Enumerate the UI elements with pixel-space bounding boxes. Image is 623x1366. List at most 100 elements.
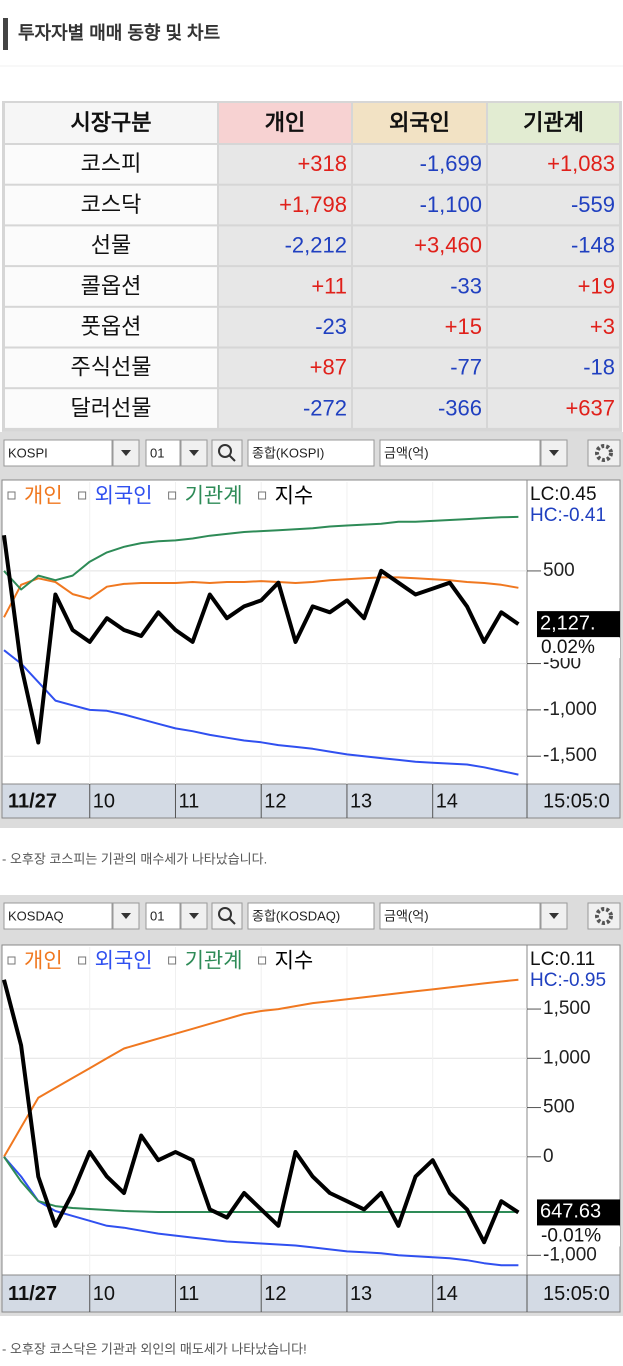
net-amount: +637 bbox=[565, 395, 615, 420]
market-select-box[interactable] bbox=[3, 902, 113, 930]
table-cell bbox=[488, 145, 619, 184]
series-line bbox=[3, 515, 519, 591]
x-tick-label: 14 bbox=[436, 790, 458, 812]
market-name: 풋옵션 bbox=[81, 314, 142, 339]
header-cell bbox=[219, 103, 351, 143]
last-value-box bbox=[537, 611, 620, 638]
legend-label: 지수 bbox=[275, 950, 314, 973]
hc-label: HC:-0.41 bbox=[530, 505, 606, 526]
legend-swatch bbox=[258, 491, 267, 500]
search-icon bbox=[228, 917, 236, 925]
net-amount: +15 bbox=[445, 314, 482, 339]
x-tick-label: 10 bbox=[93, 1283, 115, 1305]
table-cell bbox=[353, 267, 486, 306]
last-value: 647.63 bbox=[540, 1201, 601, 1223]
table-cell bbox=[353, 185, 486, 225]
dropdown-arrow bbox=[549, 913, 559, 919]
dropdown-button[interactable] bbox=[180, 902, 208, 930]
y-tick-label: -1,500 bbox=[543, 745, 597, 766]
dropdown-arrow bbox=[549, 450, 559, 456]
y-tick-label: 500 bbox=[543, 560, 575, 581]
period-select-box[interactable] bbox=[145, 439, 181, 467]
table-cell bbox=[219, 348, 351, 388]
change-label: -0.01% bbox=[541, 1225, 601, 1246]
market-select: KOSPI bbox=[8, 445, 48, 460]
net-amount: -33 bbox=[450, 273, 482, 298]
y-tick-label: -1,000 bbox=[543, 1244, 597, 1265]
last-value: 2,127. bbox=[540, 612, 596, 634]
title-marker bbox=[3, 18, 8, 50]
column-header: 개인 bbox=[265, 110, 305, 135]
table-cell bbox=[488, 307, 619, 347]
settings-button[interactable] bbox=[587, 439, 621, 467]
net-amount: -1,100 bbox=[420, 192, 482, 217]
settings-button[interactable] bbox=[587, 902, 621, 930]
plot-area bbox=[1, 944, 621, 1276]
dropdown-arrow bbox=[121, 913, 131, 919]
plot-area bbox=[1, 479, 621, 785]
unit-select-box[interactable] bbox=[379, 902, 541, 930]
table-cell bbox=[488, 267, 619, 306]
table-cell bbox=[488, 226, 619, 266]
date-label: 11/27 bbox=[8, 790, 57, 812]
legend-label: 기관계 bbox=[185, 485, 243, 508]
table-cell bbox=[219, 145, 351, 184]
hc-label: HC:-0.95 bbox=[530, 970, 606, 991]
legend-label: 기관계 bbox=[185, 950, 243, 973]
series-line bbox=[2, 535, 520, 745]
market-select: KOSDAQ bbox=[8, 908, 64, 923]
search-icon bbox=[218, 907, 232, 921]
unit-select-box[interactable] bbox=[379, 439, 541, 467]
net-amount: -77 bbox=[450, 355, 482, 380]
y-tick-label: 1,500 bbox=[543, 998, 591, 1019]
unit-select: 금액(억) bbox=[384, 908, 429, 923]
market-name: 코스피 bbox=[81, 151, 142, 176]
net-amount: -366 bbox=[438, 395, 482, 420]
search-icon bbox=[218, 444, 232, 458]
net-amount: -559 bbox=[571, 192, 615, 217]
index-select: 종합(KOSDAQ) bbox=[252, 908, 340, 923]
net-amount: +1,798 bbox=[279, 192, 347, 217]
dropdown-arrow bbox=[189, 913, 199, 919]
net-amount: -1,699 bbox=[420, 151, 482, 176]
period-select-box[interactable] bbox=[145, 902, 181, 930]
legend-swatch bbox=[78, 956, 87, 965]
x-tick-label: 12 bbox=[264, 790, 286, 812]
table-cell bbox=[353, 145, 486, 184]
net-amount: -23 bbox=[315, 314, 347, 339]
net-amount: -2,212 bbox=[285, 233, 347, 258]
table-cell bbox=[488, 389, 619, 428]
legend-swatch bbox=[168, 491, 177, 500]
y-tick-label: -1,000 bbox=[543, 699, 597, 720]
market-name: 달러선물 bbox=[71, 395, 152, 420]
index-select-box[interactable] bbox=[247, 902, 375, 930]
table-cell bbox=[353, 389, 486, 428]
net-amount: +1,083 bbox=[547, 151, 615, 176]
date-label: 11/27 bbox=[8, 1283, 57, 1305]
net-amount: +11 bbox=[311, 273, 347, 298]
search-button[interactable] bbox=[211, 439, 243, 467]
table-cell bbox=[353, 226, 486, 266]
index-select-box[interactable] bbox=[247, 439, 375, 467]
series-line bbox=[3, 649, 519, 776]
series-line bbox=[3, 978, 519, 1158]
table-cell bbox=[5, 267, 217, 306]
index-select: 종합(KOSPI) bbox=[252, 445, 324, 460]
y-tick-label: 0 bbox=[543, 1146, 554, 1167]
series-line bbox=[3, 576, 519, 618]
caption: - 오후장 코스닥은 기관과 외인의 매도세가 나타났습니다! bbox=[2, 1341, 307, 1356]
search-button[interactable] bbox=[211, 902, 243, 930]
x-tick-label: 11 bbox=[178, 790, 199, 812]
page-title: 투자자별 매매 동향 및 차트 bbox=[18, 23, 220, 43]
dropdown-arrow bbox=[121, 450, 131, 456]
change-bg bbox=[537, 1226, 620, 1247]
market-select-box[interactable] bbox=[3, 439, 113, 467]
net-amount: +318 bbox=[297, 151, 347, 176]
table-cell bbox=[5, 226, 217, 266]
x-tick-label: 10 bbox=[93, 790, 115, 812]
legend-swatch bbox=[7, 491, 16, 500]
net-amount: +87 bbox=[310, 355, 347, 380]
market-name: 코스닥 bbox=[81, 192, 142, 217]
settings-icon bbox=[595, 907, 613, 925]
